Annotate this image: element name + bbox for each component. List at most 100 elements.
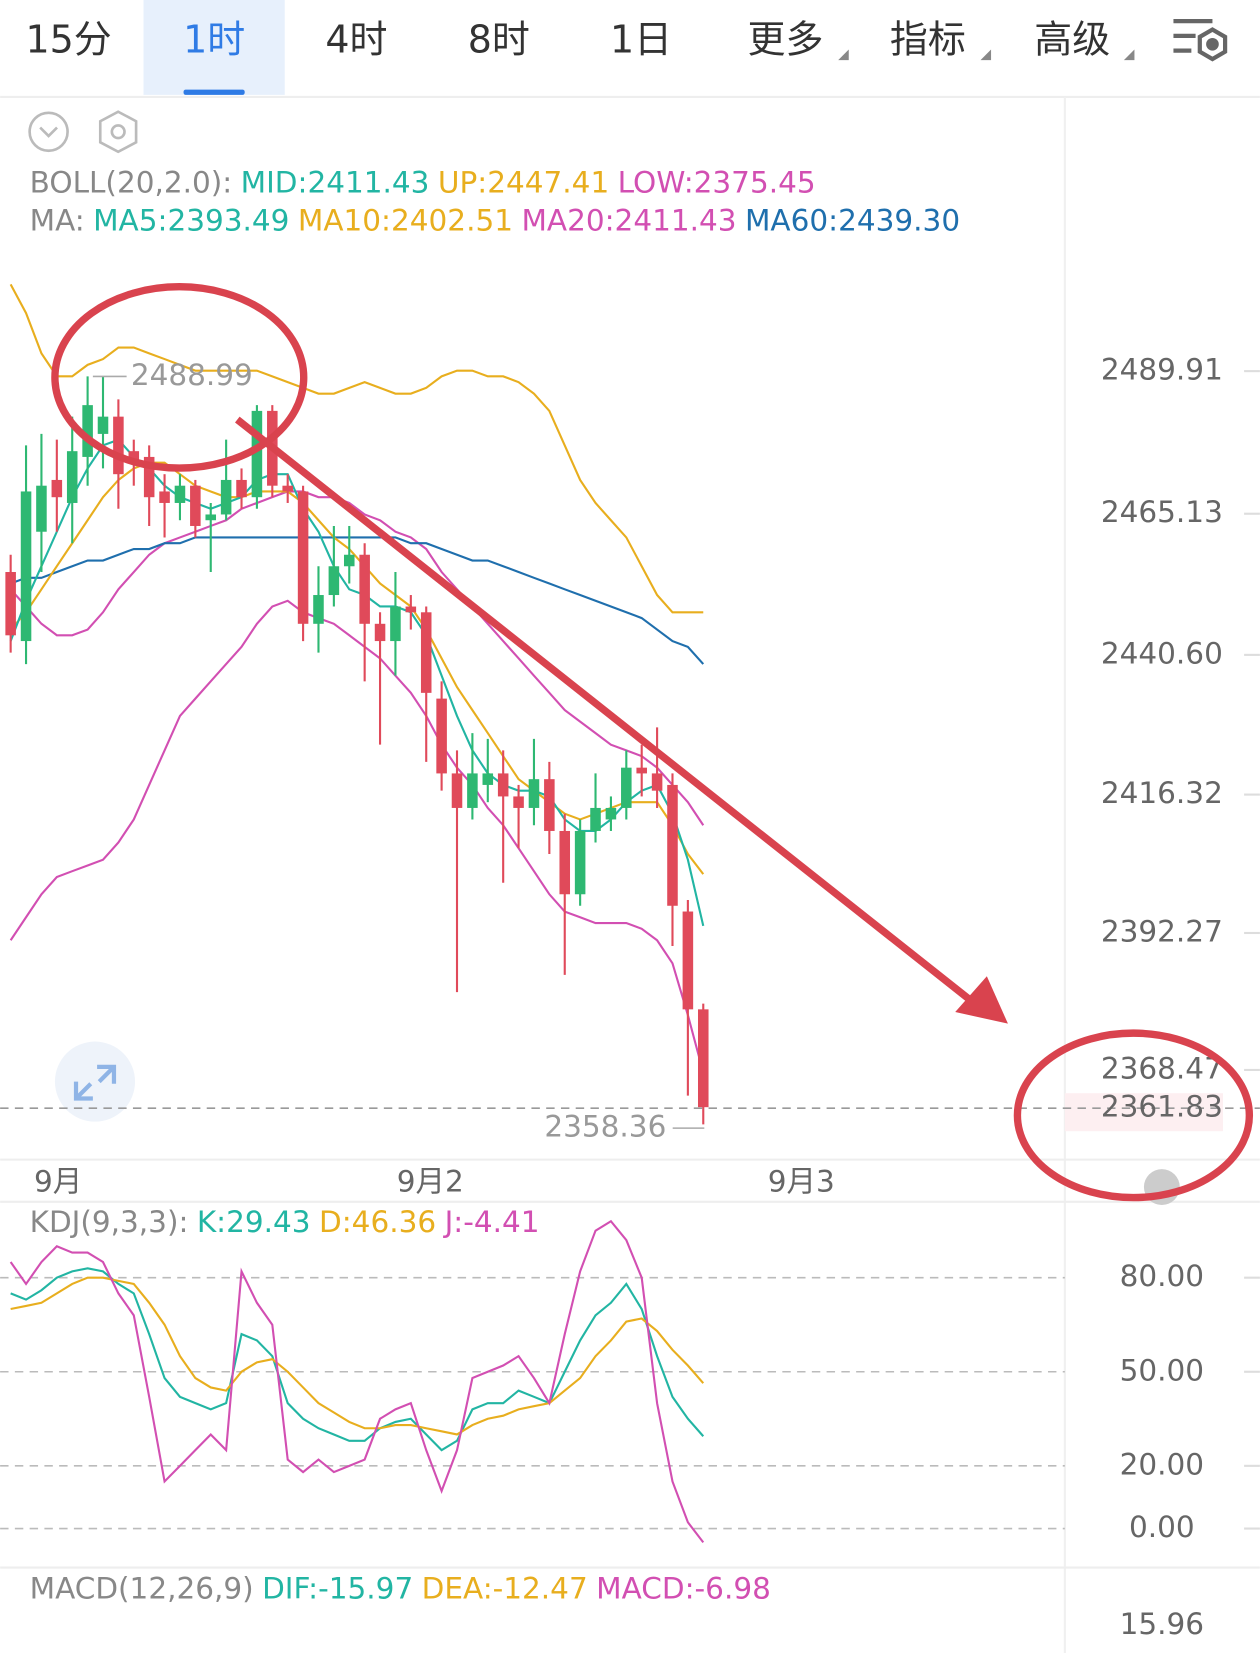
high-label: 2488.99 <box>131 358 253 392</box>
x-tick-label: 9月2 <box>397 1164 464 1198</box>
x-tick-label: 9月 <box>34 1164 82 1198</box>
legend: BOLL(20,2.0): MID:2411.43 UP:2447.41 LOW:23… <box>30 165 816 199</box>
candle-body <box>667 784 678 906</box>
candle-body <box>313 595 324 624</box>
legend-prefix: BOLL(20,2.0): <box>30 165 233 199</box>
candle-body <box>328 566 340 596</box>
legend: KDJ(9,3,3): K:29.43 D:46.36 J:-4.41 <box>30 1204 540 1238</box>
settings-icon[interactable] <box>1173 18 1228 62</box>
legend-item: J:-4.41 <box>443 1204 540 1238</box>
y-tick-label: 15.96 <box>1120 1607 1204 1641</box>
tab[interactable]: 更多 <box>748 18 824 62</box>
y-tick-label: 2465.13 <box>1101 495 1223 529</box>
active-tab-underline <box>183 89 245 95</box>
candle-body <box>497 773 509 797</box>
indicator-line <box>9 438 705 927</box>
last-price-label: 2361.83 <box>1101 1090 1223 1124</box>
tab[interactable]: 高级 <box>1034 18 1110 62</box>
candle-body <box>236 479 247 498</box>
settings-hex-dot <box>110 124 126 140</box>
tab[interactable]: 15分 <box>26 18 112 62</box>
candle-body <box>205 514 217 521</box>
candle-body <box>51 479 63 498</box>
collapse-icon[interactable] <box>28 111 69 153</box>
candle-body <box>282 485 293 492</box>
indicator-line <box>9 1219 705 1544</box>
indicator-line <box>9 490 705 826</box>
candle-body <box>359 554 370 624</box>
y-tick-label: 2392.27 <box>1101 914 1223 948</box>
tab[interactable]: 8时 <box>468 18 530 62</box>
annotations <box>51 283 1254 1202</box>
legend-item: UP:2447.41 <box>438 165 609 199</box>
candle-body <box>82 405 93 457</box>
candle-body <box>621 767 632 808</box>
candle-body <box>651 773 663 791</box>
y-tick-label: 20.00 <box>1120 1447 1204 1481</box>
candle-body <box>66 451 78 503</box>
candle-body <box>97 416 109 434</box>
active-tab-bg <box>143 0 285 95</box>
indicator-line <box>10 1267 705 1452</box>
candle-body <box>251 410 263 498</box>
legend-item: MACD:-6.98 <box>596 1571 771 1605</box>
candle-body <box>190 485 201 526</box>
indicator-line <box>10 536 705 665</box>
candle-body <box>113 416 124 475</box>
candle-body <box>513 796 524 808</box>
y-tick-label: 50.00 <box>1120 1353 1204 1387</box>
settings-hex[interactable] <box>98 110 138 154</box>
candle-body <box>697 1009 709 1108</box>
legend-item: K:29.43 <box>197 1204 311 1238</box>
expand-icon <box>73 1064 117 1101</box>
legend: MACD(12,26,9) DIF:-15.97 DEA:-12.47 MACD:-6… <box>30 1571 771 1605</box>
candle-body <box>390 606 401 642</box>
candle-body <box>159 491 170 503</box>
candle-body <box>528 779 540 808</box>
x-tick-label: 9月3 <box>768 1164 835 1198</box>
indicator-line <box>9 283 704 614</box>
candle-body <box>636 767 647 774</box>
candle-body <box>343 554 355 567</box>
y-tick-label: 80.00 <box>1120 1259 1204 1293</box>
indicator-line <box>9 461 705 875</box>
legend-item: DEA:-12.47 <box>422 1571 588 1605</box>
candle-body <box>220 479 232 515</box>
candle-body <box>5 572 16 636</box>
expand-button[interactable] <box>54 1041 136 1122</box>
candle-body <box>605 807 617 820</box>
legend-item: MA10:2402.51 <box>298 203 513 237</box>
candle-body <box>20 491 32 642</box>
legend-item: MA5:2393.49 <box>93 203 289 237</box>
indicator-line <box>10 1276 705 1436</box>
candle-body <box>128 451 140 463</box>
candle-body <box>374 623 386 642</box>
low-label: 2358.36 <box>544 1110 666 1144</box>
indicator-line <box>9 599 705 1073</box>
legend-item: MID:2411.43 <box>241 165 430 199</box>
candle-body <box>420 612 432 693</box>
y-tick-label: 0.00 <box>1129 1510 1195 1544</box>
candle-body <box>590 807 601 831</box>
candle-body <box>559 830 571 895</box>
tab[interactable]: 1日 <box>610 18 672 62</box>
candle-body <box>451 773 463 808</box>
tab[interactable]: 指标 <box>890 18 966 62</box>
legend-item: MA20:2411.43 <box>521 203 736 237</box>
y-tick-label: 2416.32 <box>1101 776 1223 810</box>
candle-body <box>405 606 417 613</box>
legend-item: DIF:-15.97 <box>262 1571 413 1605</box>
candle-body <box>682 911 694 1010</box>
legend-item: LOW:2375.45 <box>618 165 816 199</box>
candle-body <box>574 830 586 895</box>
tab[interactable]: 1时 <box>183 18 245 62</box>
legend-prefix: KDJ(9,3,3): <box>30 1204 189 1238</box>
candle-body <box>482 773 494 785</box>
tab[interactable]: 4时 <box>325 18 387 62</box>
legend-prefix: MA: <box>30 203 85 237</box>
collapse-chevron <box>39 126 58 138</box>
candle-body <box>36 485 47 532</box>
last-price-bg <box>1064 1093 1223 1132</box>
arrow-head <box>955 976 1008 1024</box>
